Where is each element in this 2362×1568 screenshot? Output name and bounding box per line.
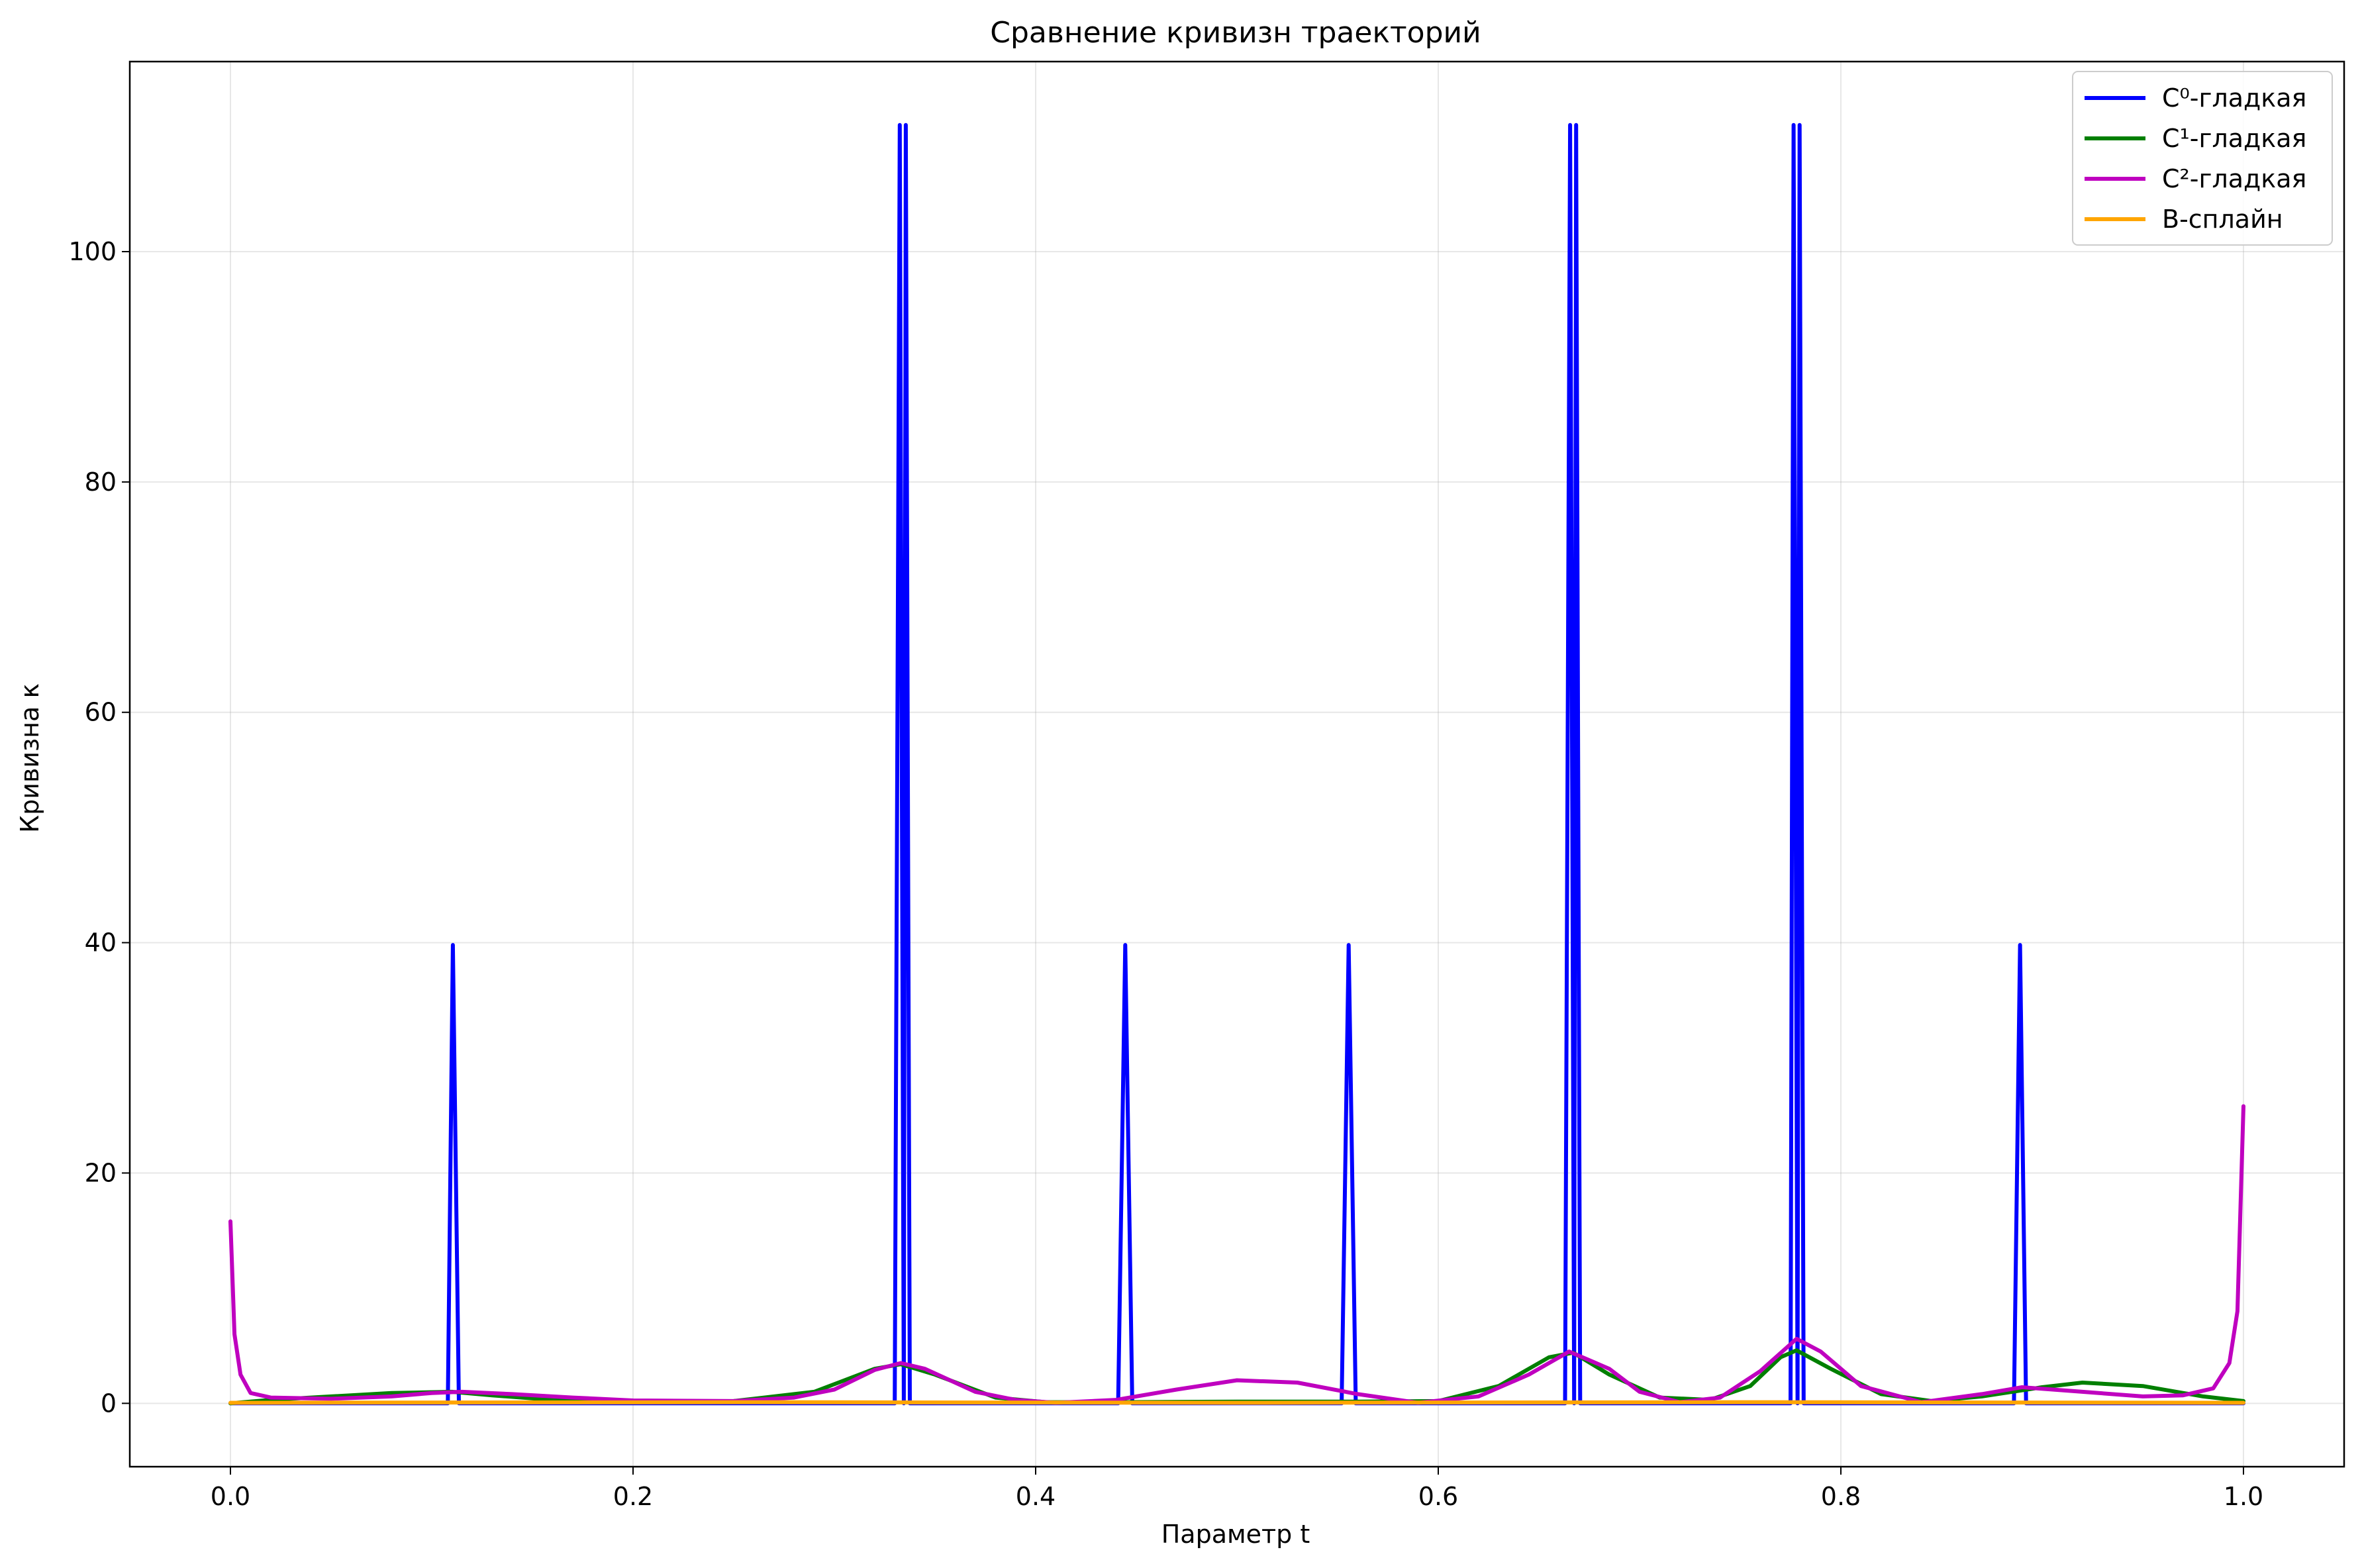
y-tick-label: 40 [85,928,117,957]
y-tick-label: 60 [85,698,117,727]
legend-label: C²-гладкая [2162,164,2306,193]
series-line [228,1104,2245,1405]
legend-label: C⁰-гладкая [2162,83,2306,113]
x-tick-label: 0.0 [211,1482,250,1511]
x-tick-label: 0.4 [1016,1482,1056,1511]
legend-label: C¹-гладкая [2162,124,2306,153]
plot-frame [128,60,2345,1468]
legend-label: B-сплайн [2162,205,2283,234]
y-tick-label: 0 [101,1389,117,1418]
legend: C⁰-гладкая C¹-гладкая C²-гладкая B-сплайн [2072,71,2333,246]
y-tick-label: 100 [68,237,117,266]
y-tick-label: 20 [85,1158,117,1187]
x-tick-label: 1.0 [2224,1482,2263,1511]
legend-box [2072,71,2333,246]
x-tick-label: 0.8 [1821,1482,1861,1511]
x-tick-label: 0.6 [1418,1482,1458,1511]
chart-title: Сравнение кривизн траекторий [990,16,1481,50]
y-tick-label: 80 [85,467,117,497]
x-tick-label: 0.2 [613,1482,653,1511]
series-lines [228,122,2245,1406]
y-axis-label: Кривизна κ [15,683,44,833]
series-line [228,1400,2245,1405]
axis-ticks: 0.0 0.2 0.4 0.6 0.8 1.0 0 20 40 60 80 100 [68,237,2263,1511]
x-axis-label: Параметр t [1161,1520,1310,1549]
